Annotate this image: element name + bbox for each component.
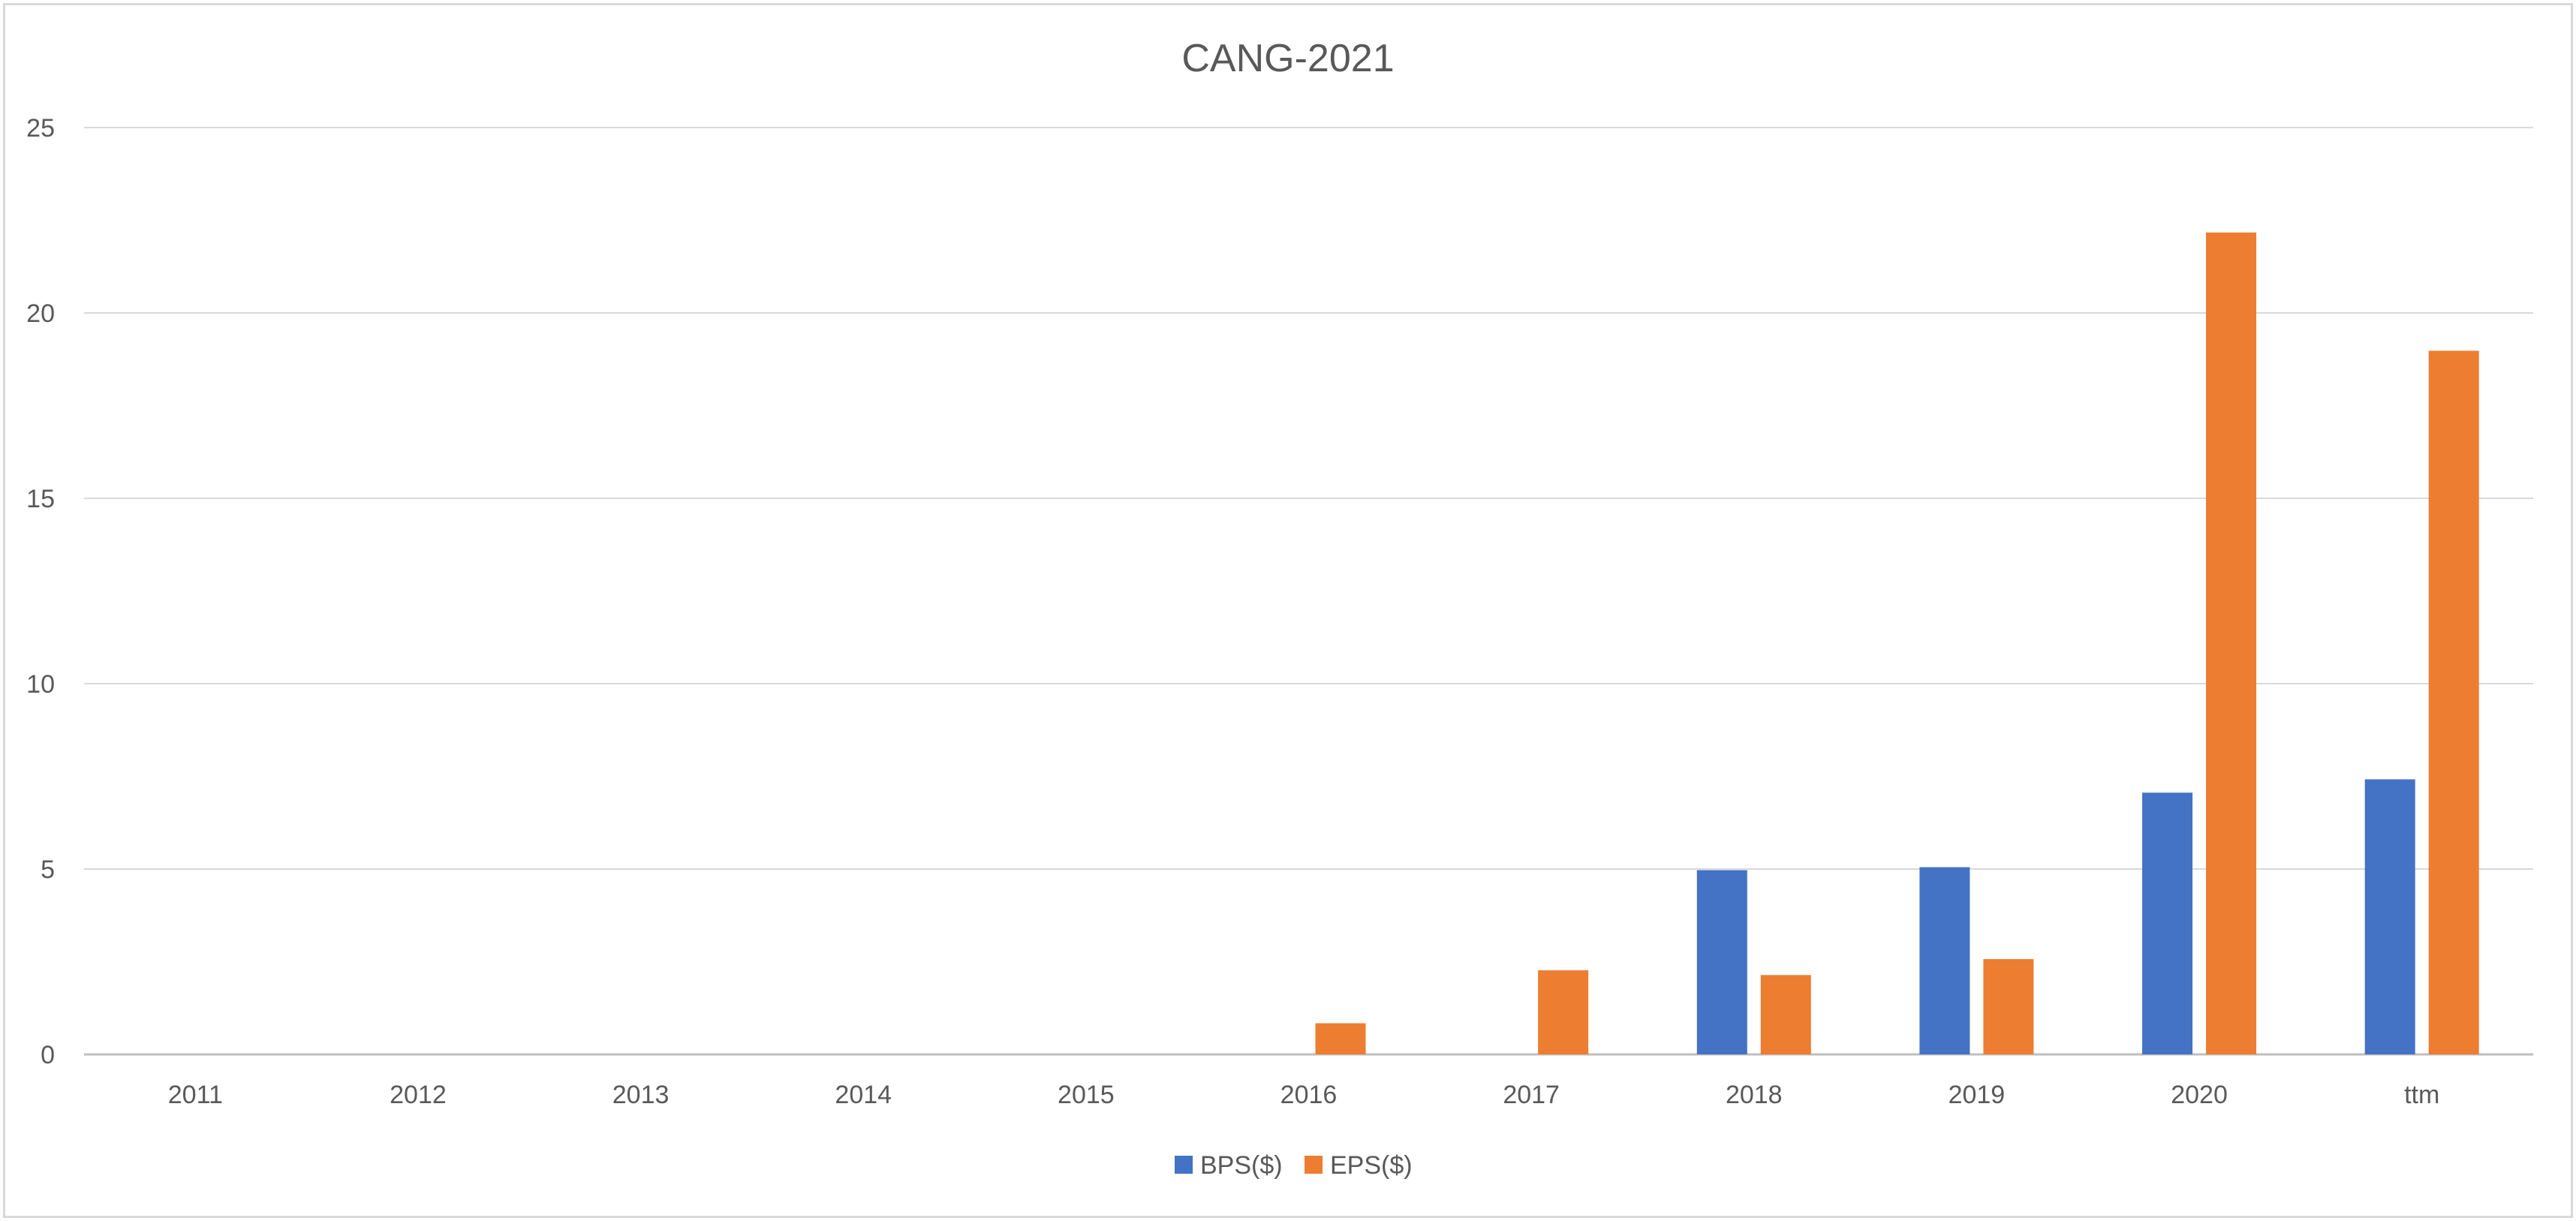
x-tick-label: 2019 <box>1949 1081 2006 1109</box>
bar-eps <box>1538 970 1589 1054</box>
y-tick-label: 5 <box>41 856 55 884</box>
y-axis-ticks: 0 5 10 15 20 25 <box>26 114 55 1069</box>
bar-eps <box>1983 959 2034 1054</box>
x-tick-label: 2014 <box>835 1081 892 1109</box>
legend-swatch <box>1305 1156 1323 1174</box>
bar-eps <box>1315 1023 1366 1054</box>
bar-eps <box>2428 350 2479 1054</box>
x-axis-labels: 2011 2012 2013 2014 2015 2016 2017 2018 2019 2020… <box>168 1081 2440 1109</box>
y-tick-label: 20 <box>26 299 55 328</box>
bar-bps <box>1919 867 1970 1054</box>
bar-bps <box>2142 792 2193 1054</box>
y-tick-label: 15 <box>26 485 55 513</box>
bar-eps <box>2206 232 2257 1054</box>
x-tick-label: 2013 <box>612 1081 670 1109</box>
x-tick-label: 2017 <box>1503 1081 1560 1109</box>
legend-label: EPS($) <box>1330 1151 1413 1180</box>
x-tick-label: 2016 <box>1280 1081 1338 1109</box>
x-tick-label: 2020 <box>2171 1081 2228 1109</box>
chart-title: CANG-2021 <box>1181 37 1394 80</box>
bar-eps <box>1760 975 1811 1054</box>
bars <box>1315 232 2479 1054</box>
x-tick-label: ttm <box>2404 1081 2439 1109</box>
y-tick-label: 25 <box>26 114 55 143</box>
legend-label: BPS($) <box>1200 1151 1283 1180</box>
x-tick-label: 2018 <box>1726 1081 1783 1109</box>
x-tick-label: 2012 <box>390 1081 447 1109</box>
y-tick-label: 0 <box>41 1041 55 1069</box>
bar-bps <box>2364 779 2415 1054</box>
legend: BPS($) EPS($) <box>1175 1151 1413 1180</box>
x-tick-label: 2011 <box>168 1081 223 1109</box>
y-tick-label: 10 <box>26 670 55 699</box>
legend-swatch <box>1175 1156 1193 1174</box>
x-tick-label: 2015 <box>1058 1081 1115 1109</box>
gridlines <box>84 127 2533 1056</box>
bar-bps <box>1696 870 1747 1054</box>
